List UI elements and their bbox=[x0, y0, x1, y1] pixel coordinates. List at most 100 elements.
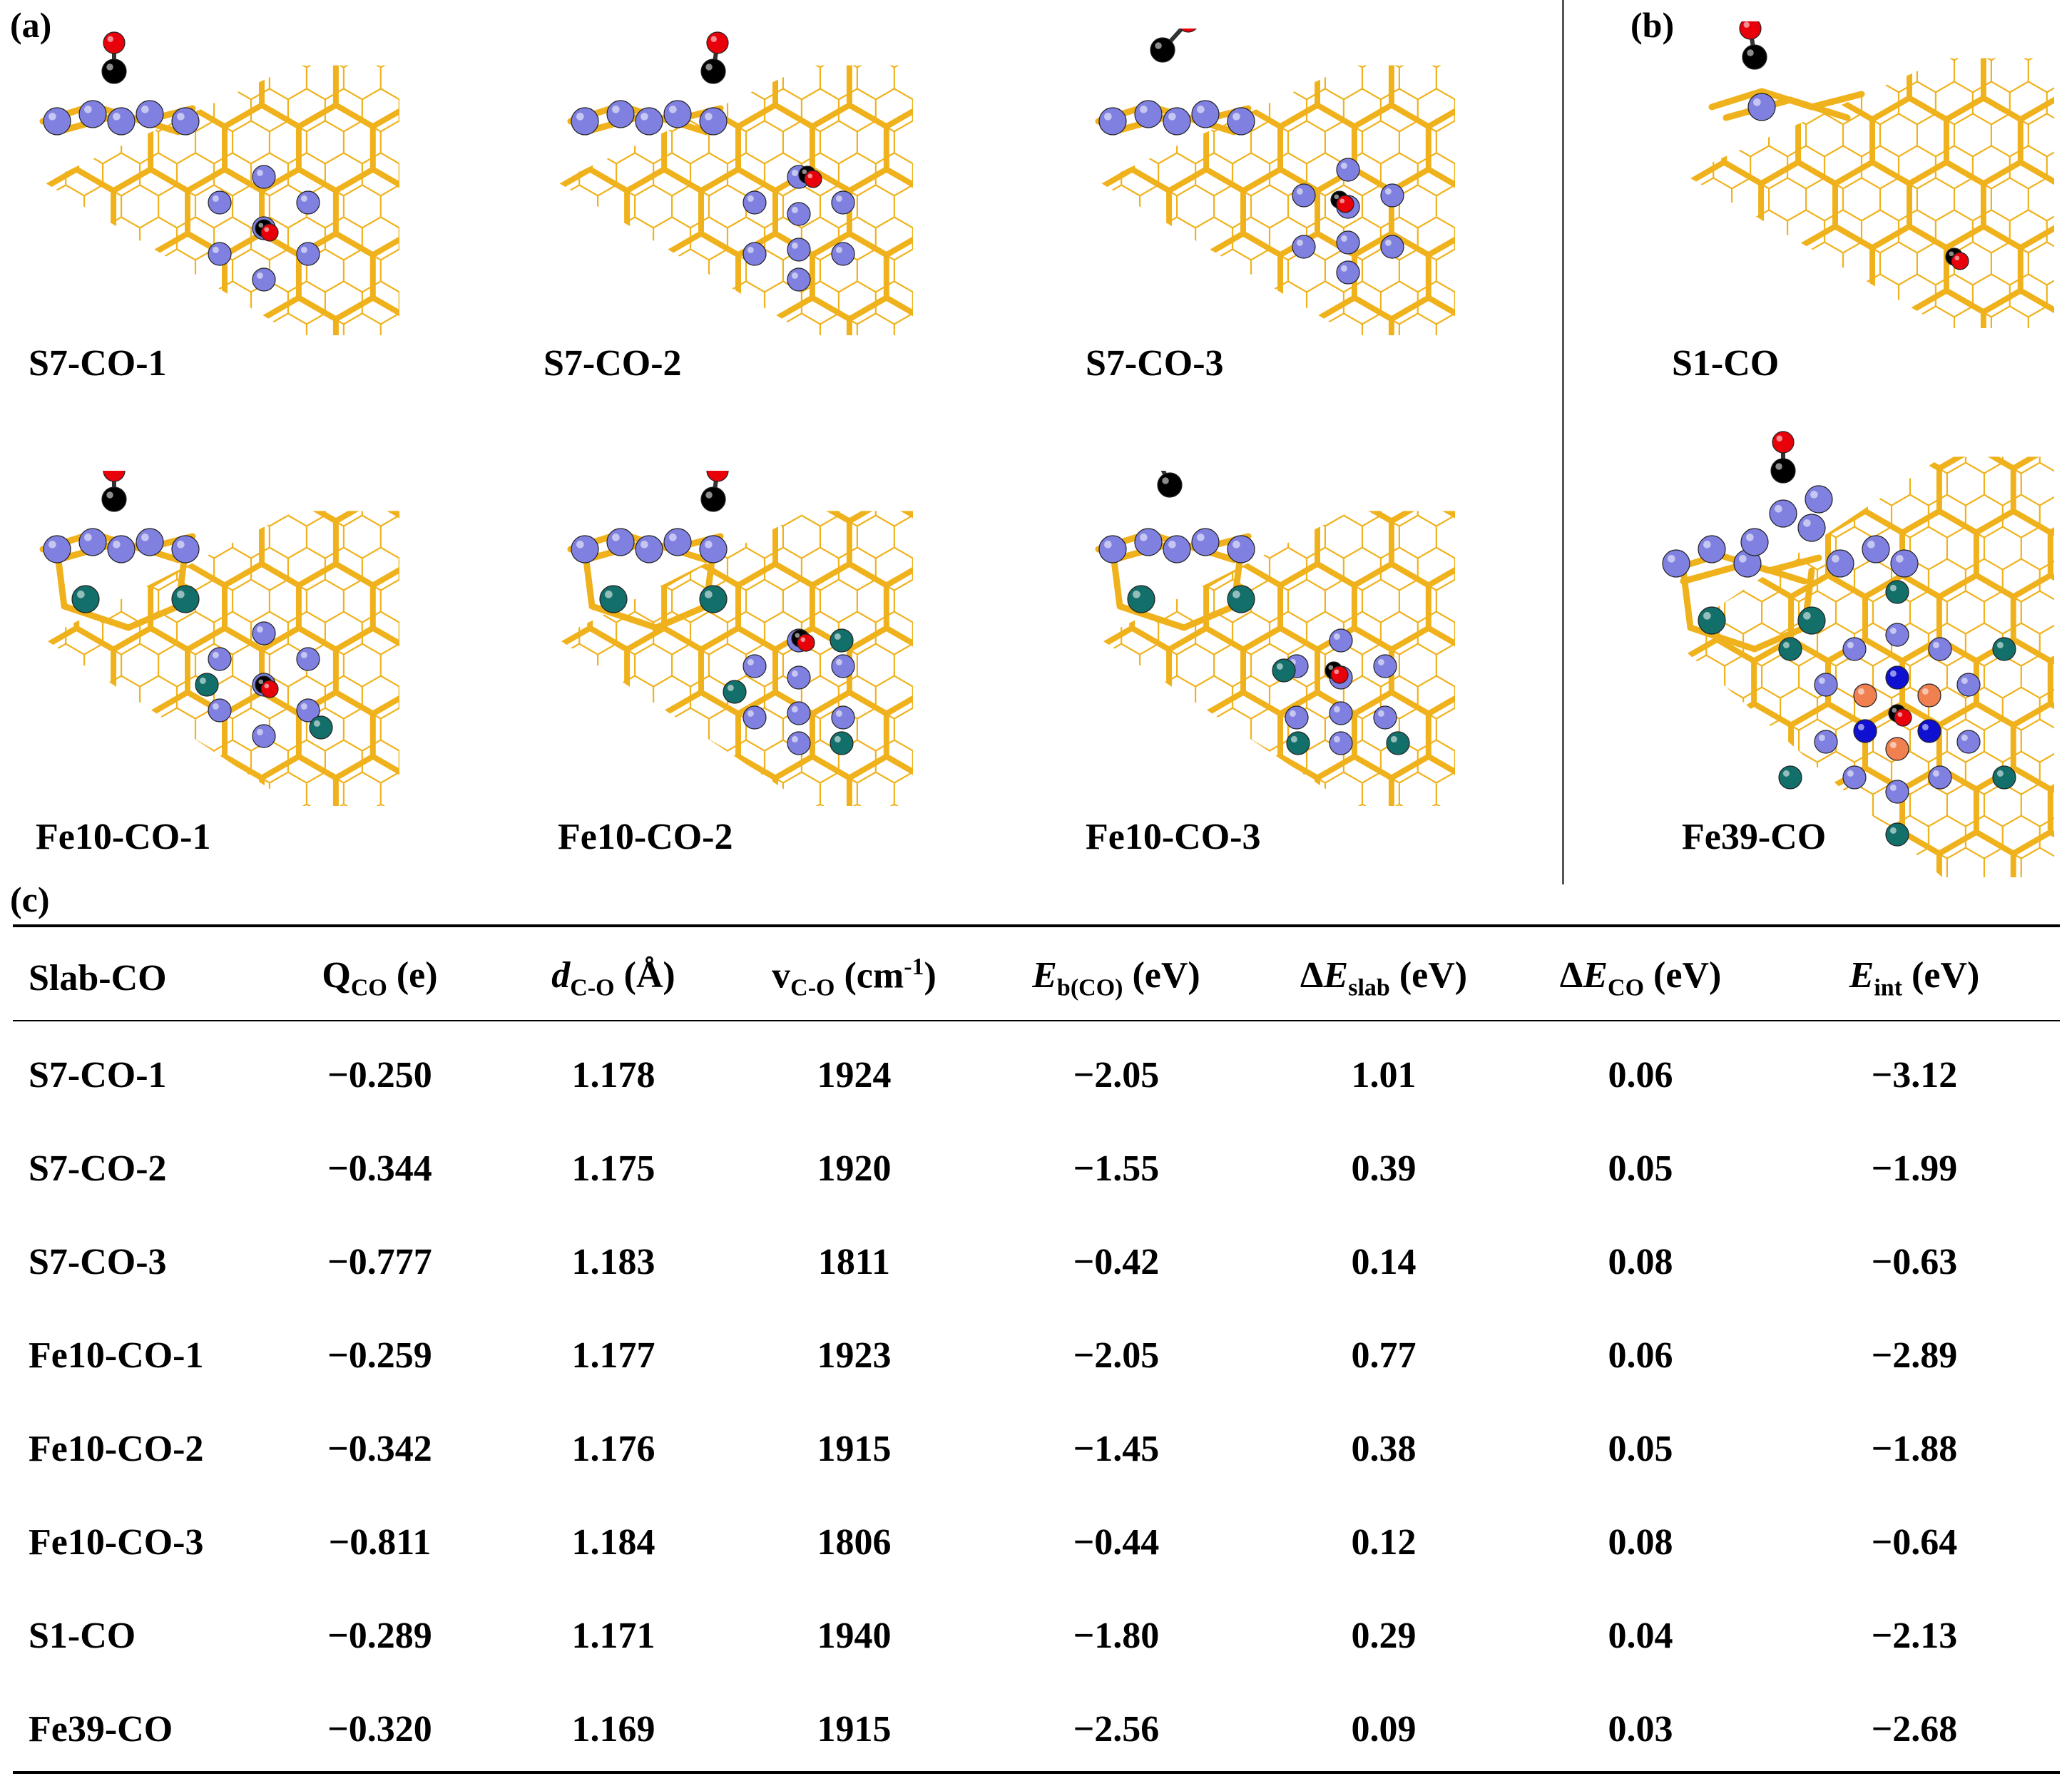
s7-co-2-cluster-atom-7 bbox=[787, 238, 811, 262]
s7-co-2-side-metal-atom-0-highlight bbox=[576, 113, 584, 121]
fe10-co-1-cluster-atom-5 bbox=[208, 647, 232, 671]
fe10-co-3-side-metal-atom-0 bbox=[1098, 535, 1127, 563]
table-cell-eb: −0.44 bbox=[1073, 1522, 1160, 1563]
s1-co-carbon-atom bbox=[1742, 44, 1767, 70]
fe39-co-cluster-atom-13-highlight bbox=[1889, 741, 1897, 748]
col-header-dco: ΔECO (eV) bbox=[1559, 954, 1722, 1001]
fe39-co-cluster-atom-10 bbox=[1885, 665, 1909, 690]
table-cell-v: 1915 bbox=[817, 1429, 892, 1469]
s7-co-1-oxygen-atom-highlight bbox=[107, 36, 113, 42]
s7-co-2-side-metal-atom-1 bbox=[606, 100, 635, 128]
fe10-co-1-cluster-atom-4 bbox=[208, 698, 232, 723]
fe10-co-3-cluster-atom-0-highlight bbox=[1333, 633, 1340, 640]
fe39-co-side-metal-atom-7 bbox=[1890, 549, 1919, 578]
fe39-co-cluster-atom-17-highlight bbox=[1782, 641, 1790, 648]
s7-co-3-carbon-atom-highlight bbox=[1155, 42, 1162, 49]
fe39-co-cluster-atom-19-highlight bbox=[1782, 770, 1790, 777]
fe39-co-cluster-atom-15 bbox=[1853, 683, 1877, 708]
table-cell-eint: −1.88 bbox=[1871, 1429, 1958, 1469]
col-header-v: vC-O (cm-1) bbox=[772, 954, 937, 1001]
fe10-co-1-carbon-atom bbox=[101, 486, 127, 512]
s1-co-oxygen-atom-highlight bbox=[1743, 21, 1750, 28]
s7-co-1-side-metal-atom-4-highlight bbox=[177, 113, 185, 121]
fe39-co-side-fe-atom-0 bbox=[1698, 606, 1726, 635]
fe39-co-oxygen-atom bbox=[1772, 431, 1795, 454]
s7-co-2-cluster-atom-4 bbox=[742, 190, 767, 215]
fe10-co-1-side-fe-atom-0-highlight bbox=[77, 591, 85, 598]
table-cell-eint: −2.89 bbox=[1871, 1335, 1958, 1376]
fe39-co-cluster-atom-18-highlight bbox=[1996, 770, 2004, 777]
fe10-co-1-cluster-atom-5-highlight bbox=[212, 651, 219, 658]
col-header-d: dC-O (Å) bbox=[551, 954, 675, 1001]
fe10-co-1-top-oxygen-atom bbox=[260, 680, 279, 698]
s7-co-3-cluster-atom-2-highlight bbox=[1384, 239, 1392, 246]
s7-co-1-cluster-atom-3 bbox=[252, 267, 276, 292]
table-cell-eb: −0.42 bbox=[1073, 1242, 1160, 1282]
s7-co-3-cluster-atom-2 bbox=[1380, 235, 1404, 259]
fe39-co-side-metal-atom-5-highlight bbox=[1832, 555, 1839, 563]
fe39-co-cluster-atom-20 bbox=[1885, 822, 1909, 847]
table-cell-dslab: 1.01 bbox=[1351, 1055, 1417, 1096]
fe39-co-side-metal-atom-0 bbox=[1662, 549, 1690, 578]
table-cell-dco: 0.08 bbox=[1608, 1242, 1673, 1282]
fe10-co-1-cluster-atom-7-highlight bbox=[199, 677, 206, 684]
s7-co-2-side-metal-atom-2-highlight bbox=[641, 113, 648, 121]
table-cell-q: −0.289 bbox=[327, 1616, 432, 1656]
fe10-co-1-cluster-atom-1-highlight bbox=[300, 651, 307, 658]
fe39-co-side-metal-atom-2-highlight bbox=[1739, 555, 1747, 563]
s7-co-2-lattice-fine bbox=[556, 65, 913, 335]
s7-co-1-side-metal-atom-2 bbox=[107, 107, 136, 136]
fe39-co-top-oxygen-atom bbox=[1894, 708, 1912, 727]
fe39-co-side-metal-atom-6-highlight bbox=[1867, 541, 1875, 548]
fe10-co-1-side-metal-atom-0 bbox=[43, 535, 71, 563]
fe39-co-cluster-atom-7 bbox=[1928, 765, 1952, 790]
fe10-co-1-side-metal-atom-4 bbox=[171, 535, 200, 563]
s7-co-2-side-metal-atom-3-highlight bbox=[669, 106, 677, 113]
s7-co-2-cluster-atom-6 bbox=[787, 202, 811, 226]
table-cell-slab: Fe39-CO bbox=[29, 1709, 173, 1750]
s7-co-1-side-metal-atom-1-highlight bbox=[84, 106, 92, 113]
fe10-co-3-cluster-atom-1 bbox=[1373, 654, 1397, 678]
table-cell-slab: S7-CO-2 bbox=[29, 1148, 167, 1189]
s1-co-top-view bbox=[1945, 248, 1969, 270]
s7-co-1-cluster-atom-5 bbox=[208, 190, 232, 215]
s7-co-2-side-view bbox=[567, 31, 729, 136]
fe39-co-cluster-atom-6-highlight bbox=[1818, 734, 1825, 741]
fe39-co-cluster-atom-9-highlight bbox=[1889, 784, 1897, 791]
fe39-co-cluster-atom-11-highlight bbox=[1922, 688, 1929, 695]
fe10-co-2-side-metal-atom-0-highlight bbox=[576, 541, 584, 548]
fe10-co-1-top-oxygen-atom-highlight bbox=[264, 683, 270, 689]
s1-co-oxygen-atom bbox=[1739, 21, 1762, 40]
structure-label-s7-co-2: S7-CO-2 bbox=[543, 343, 682, 384]
s7-co-1-cluster-atom-2 bbox=[296, 242, 320, 266]
fe10-co-3-side-metal-atom-0-highlight bbox=[1104, 541, 1112, 548]
col-header-eb: Eb(CO) (eV) bbox=[1032, 954, 1200, 1001]
table-cell-dslab: 0.14 bbox=[1351, 1242, 1417, 1282]
s7-co-2-top-view bbox=[742, 165, 855, 292]
fe10-co-3-side-metal-atom-2-highlight bbox=[1168, 541, 1176, 548]
s7-co-2-side-metal-atom-4 bbox=[699, 107, 728, 136]
fe10-co-1-side-metal-atom-1 bbox=[78, 528, 107, 556]
table-header-row: Slab-CO QCO (e) dC-O (Å) vC-O (cm-1) Eb(… bbox=[13, 927, 2060, 1029]
fe39-co-cluster-atom-14 bbox=[1853, 719, 1877, 743]
table-cell-d: 1.184 bbox=[571, 1522, 655, 1563]
panel-label-a: (a) bbox=[10, 5, 52, 45]
fe39-co-carbon-atom-highlight bbox=[1775, 463, 1782, 470]
s1-co-top-carbon-atom-highlight bbox=[1949, 251, 1954, 257]
s7-co-2-carbon-atom bbox=[700, 58, 726, 84]
fe39-co-cluster-atom-15-highlight bbox=[1857, 688, 1864, 695]
table-cell-d: 1.169 bbox=[571, 1709, 655, 1750]
fe39-co-side-metal-atom-8 bbox=[1740, 528, 1769, 556]
fe39-co-cluster-atom-18 bbox=[1992, 765, 2016, 790]
table-cell-q: −0.259 bbox=[327, 1335, 432, 1376]
fe10-co-1-cluster-atom-8 bbox=[309, 715, 333, 740]
s7-co-2-carbon-atom-highlight bbox=[705, 63, 713, 71]
table-row: Fe10-CO-3 −0.811 1.184 1806 −0.44 0.12 0.08 −0.… bbox=[13, 1496, 2060, 1589]
s7-co-2-side-metal-atom-4-highlight bbox=[705, 113, 713, 121]
s7-co-3-top-view bbox=[1292, 158, 1404, 285]
s7-co-1-cluster-atom-4 bbox=[208, 242, 232, 266]
table-cell-d: 1.177 bbox=[571, 1335, 655, 1376]
table-cell-q: −0.320 bbox=[327, 1709, 432, 1750]
s7-co-3-lattice bbox=[1098, 65, 1455, 335]
fe10-co-1-cluster-atom-0 bbox=[252, 621, 276, 645]
